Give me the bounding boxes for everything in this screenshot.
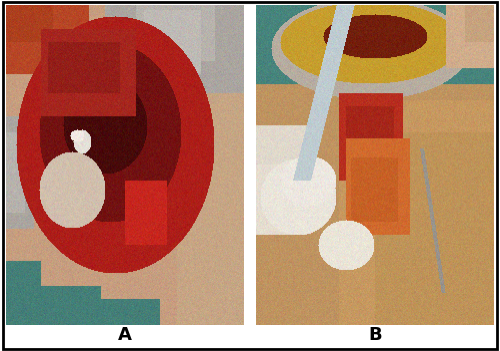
- Text: B: B: [368, 326, 382, 344]
- Text: A: A: [118, 326, 132, 344]
